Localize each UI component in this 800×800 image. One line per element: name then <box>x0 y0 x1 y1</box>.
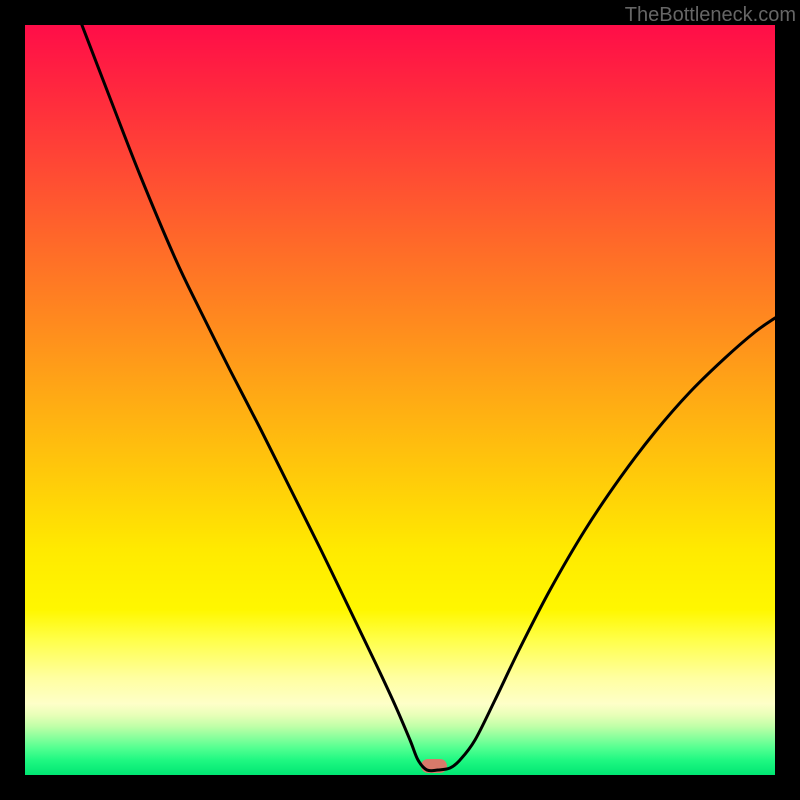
chart-plot-area <box>25 25 775 775</box>
watermark-text: TheBottleneck.com <box>625 4 796 27</box>
gradient-background <box>25 25 775 775</box>
bottleneck-marker <box>421 759 447 773</box>
